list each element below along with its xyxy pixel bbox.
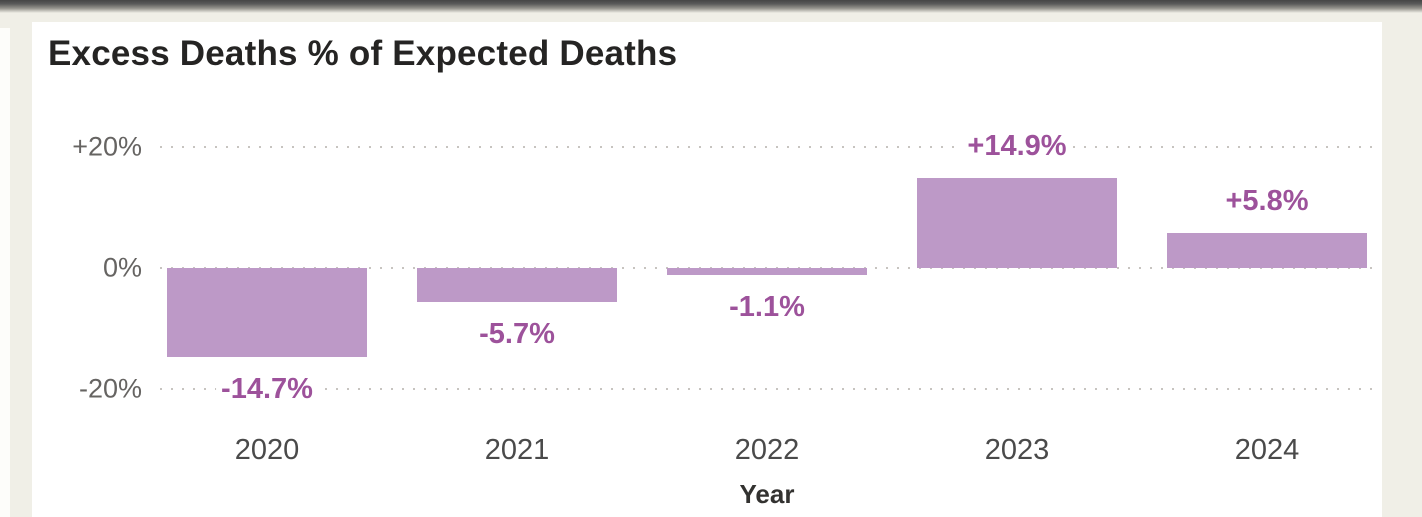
y-axis-tick-label: +20% — [72, 131, 142, 162]
x-axis-tick-label: 2024 — [1234, 434, 1300, 466]
x-axis-title: Year — [739, 479, 795, 509]
plot-area: +20% 0% -20% -14.7% 2020 -5.7% 2021 -1.1% 2022 +1… — [32, 22, 1382, 517]
adjacent-card-edge — [0, 28, 10, 517]
y-axis-tick-label: -20% — [78, 373, 142, 404]
bar-2021[interactable] — [417, 268, 617, 302]
x-axis-tick-label: 2022 — [734, 434, 800, 466]
chart-card: Excess Deaths % of Expected Deaths +20% 0… — [32, 22, 1382, 517]
bar-value-label: -1.1% — [724, 291, 810, 323]
chart-title: Excess Deaths % of Expected Deaths — [48, 34, 678, 73]
y-axis-tick-label: 0% — [102, 252, 142, 283]
gridline-20 — [160, 146, 1373, 148]
bar-2020[interactable] — [167, 268, 367, 357]
bar-value-label: +14.9% — [962, 130, 1072, 162]
gridline--20 — [160, 388, 1373, 390]
x-axis-tick-label: 2023 — [984, 434, 1050, 466]
bar-2024[interactable] — [1167, 233, 1367, 268]
bar-2022[interactable] — [667, 268, 867, 275]
bar-value-label: +5.8% — [1220, 185, 1314, 217]
bar-value-label: -5.7% — [474, 318, 560, 350]
x-axis-tick-label: 2020 — [234, 434, 300, 466]
bar-2023[interactable] — [917, 178, 1117, 268]
window-top-edge — [0, 0, 1422, 13]
bar-value-label: -14.7% — [216, 373, 318, 405]
x-axis-tick-label: 2021 — [484, 434, 550, 466]
